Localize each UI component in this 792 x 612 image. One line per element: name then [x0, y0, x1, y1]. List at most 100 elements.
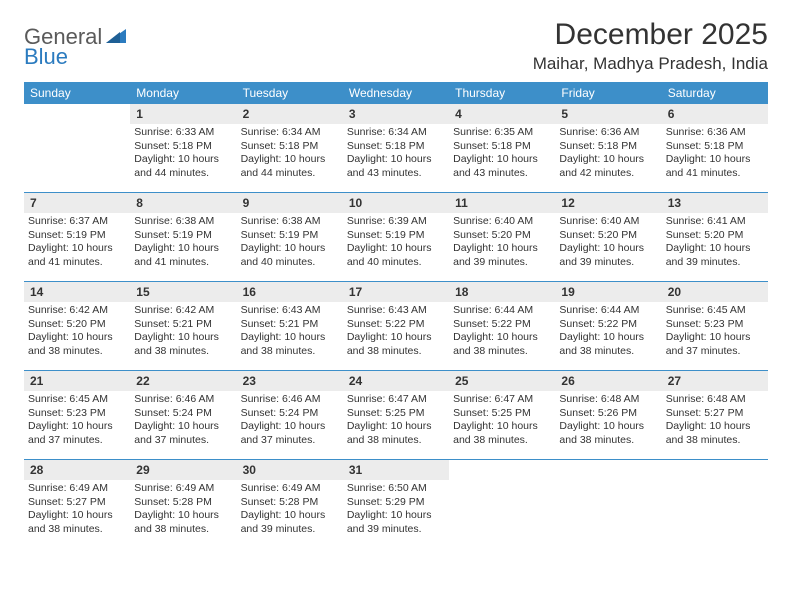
month-title: December 2025 — [533, 18, 768, 52]
info-line: and 38 minutes. — [134, 523, 232, 537]
info-line: and 37 minutes. — [28, 434, 126, 448]
day-info: Sunrise: 6:44 AMSunset: 5:22 PMDaylight:… — [555, 302, 661, 363]
info-line: and 38 minutes. — [453, 345, 551, 359]
info-line: Daylight: 10 hours — [347, 331, 445, 345]
info-line: and 38 minutes. — [559, 345, 657, 359]
info-line: Sunrise: 6:43 AM — [241, 304, 339, 318]
day-info: Sunrise: 6:46 AMSunset: 5:24 PMDaylight:… — [130, 391, 236, 452]
day-header-row: SundayMondayTuesdayWednesdayThursdayFrid… — [24, 82, 768, 104]
info-line: Sunset: 5:20 PM — [559, 229, 657, 243]
day-number: 5 — [555, 104, 661, 124]
info-line: Sunset: 5:22 PM — [559, 318, 657, 332]
day-number: 22 — [130, 371, 236, 391]
info-line: Daylight: 10 hours — [559, 420, 657, 434]
info-line: Sunrise: 6:40 AM — [559, 215, 657, 229]
info-line: Sunset: 5:20 PM — [666, 229, 764, 243]
day-cell: 27Sunrise: 6:48 AMSunset: 5:27 PMDayligh… — [662, 371, 768, 459]
day-cell: 30Sunrise: 6:49 AMSunset: 5:28 PMDayligh… — [237, 460, 343, 548]
day-info: Sunrise: 6:35 AMSunset: 5:18 PMDaylight:… — [449, 124, 555, 185]
info-line: and 44 minutes. — [241, 167, 339, 181]
info-line: Daylight: 10 hours — [241, 420, 339, 434]
day-number: 7 — [24, 193, 130, 213]
day-cell: 16Sunrise: 6:43 AMSunset: 5:21 PMDayligh… — [237, 282, 343, 370]
day-info: Sunrise: 6:50 AMSunset: 5:29 PMDaylight:… — [343, 480, 449, 541]
day-info: Sunrise: 6:48 AMSunset: 5:26 PMDaylight:… — [555, 391, 661, 452]
day-number: 16 — [237, 282, 343, 302]
title-block: December 2025 Maihar, Madhya Pradesh, In… — [533, 18, 768, 74]
logo-word2: Blue — [24, 44, 68, 70]
week-row: 14Sunrise: 6:42 AMSunset: 5:20 PMDayligh… — [24, 282, 768, 371]
day-number: 11 — [449, 193, 555, 213]
info-line: Sunrise: 6:49 AM — [134, 482, 232, 496]
info-line: Daylight: 10 hours — [241, 153, 339, 167]
day-cell — [555, 460, 661, 548]
info-line: Sunrise: 6:47 AM — [347, 393, 445, 407]
day-info: Sunrise: 6:49 AMSunset: 5:28 PMDaylight:… — [130, 480, 236, 541]
info-line: and 38 minutes. — [347, 434, 445, 448]
info-line: Sunrise: 6:34 AM — [241, 126, 339, 140]
day-cell: 9Sunrise: 6:38 AMSunset: 5:19 PMDaylight… — [237, 193, 343, 281]
location: Maihar, Madhya Pradesh, India — [533, 54, 768, 74]
info-line: Sunrise: 6:45 AM — [28, 393, 126, 407]
info-line: Sunset: 5:18 PM — [559, 140, 657, 154]
logo-triangle-icon — [106, 27, 126, 48]
info-line: Daylight: 10 hours — [241, 242, 339, 256]
info-line: Daylight: 10 hours — [559, 242, 657, 256]
day-number: 23 — [237, 371, 343, 391]
day-info: Sunrise: 6:45 AMSunset: 5:23 PMDaylight:… — [662, 302, 768, 363]
day-number: 4 — [449, 104, 555, 124]
day-cell: 12Sunrise: 6:40 AMSunset: 5:20 PMDayligh… — [555, 193, 661, 281]
info-line: Daylight: 10 hours — [453, 420, 551, 434]
day-cell — [449, 460, 555, 548]
info-line: Sunset: 5:18 PM — [453, 140, 551, 154]
day-info: Sunrise: 6:40 AMSunset: 5:20 PMDaylight:… — [555, 213, 661, 274]
day-header: Friday — [555, 82, 661, 104]
info-line: Sunset: 5:28 PM — [241, 496, 339, 510]
day-info: Sunrise: 6:47 AMSunset: 5:25 PMDaylight:… — [449, 391, 555, 452]
day-number: 18 — [449, 282, 555, 302]
day-info: Sunrise: 6:41 AMSunset: 5:20 PMDaylight:… — [662, 213, 768, 274]
info-line: Daylight: 10 hours — [134, 153, 232, 167]
info-line: Daylight: 10 hours — [28, 420, 126, 434]
info-line: Sunset: 5:23 PM — [28, 407, 126, 421]
info-line: Sunset: 5:24 PM — [134, 407, 232, 421]
info-line: and 41 minutes. — [28, 256, 126, 270]
day-number: 25 — [449, 371, 555, 391]
info-line: Sunset: 5:27 PM — [666, 407, 764, 421]
info-line: Daylight: 10 hours — [453, 153, 551, 167]
info-line: Sunset: 5:29 PM — [347, 496, 445, 510]
info-line: Sunset: 5:22 PM — [453, 318, 551, 332]
info-line: Sunset: 5:19 PM — [347, 229, 445, 243]
day-number: 9 — [237, 193, 343, 213]
info-line: Daylight: 10 hours — [559, 331, 657, 345]
info-line: Daylight: 10 hours — [347, 509, 445, 523]
day-info: Sunrise: 6:47 AMSunset: 5:25 PMDaylight:… — [343, 391, 449, 452]
info-line: Sunrise: 6:42 AM — [28, 304, 126, 318]
day-info: Sunrise: 6:36 AMSunset: 5:18 PMDaylight:… — [662, 124, 768, 185]
info-line: Sunrise: 6:36 AM — [666, 126, 764, 140]
day-header: Monday — [130, 82, 236, 104]
day-cell: 15Sunrise: 6:42 AMSunset: 5:21 PMDayligh… — [130, 282, 236, 370]
day-cell: 19Sunrise: 6:44 AMSunset: 5:22 PMDayligh… — [555, 282, 661, 370]
day-number: 17 — [343, 282, 449, 302]
day-info: Sunrise: 6:45 AMSunset: 5:23 PMDaylight:… — [24, 391, 130, 452]
day-header: Tuesday — [237, 82, 343, 104]
info-line: Daylight: 10 hours — [28, 331, 126, 345]
info-line: Sunrise: 6:38 AM — [134, 215, 232, 229]
info-line: Sunrise: 6:38 AM — [241, 215, 339, 229]
day-number: 19 — [555, 282, 661, 302]
info-line: and 39 minutes. — [666, 256, 764, 270]
info-line: and 39 minutes. — [347, 523, 445, 537]
day-cell: 5Sunrise: 6:36 AMSunset: 5:18 PMDaylight… — [555, 104, 661, 192]
day-cell: 18Sunrise: 6:44 AMSunset: 5:22 PMDayligh… — [449, 282, 555, 370]
day-cell: 6Sunrise: 6:36 AMSunset: 5:18 PMDaylight… — [662, 104, 768, 192]
info-line: and 37 minutes. — [666, 345, 764, 359]
day-info: Sunrise: 6:40 AMSunset: 5:20 PMDaylight:… — [449, 213, 555, 274]
day-number: 30 — [237, 460, 343, 480]
info-line: and 38 minutes. — [453, 434, 551, 448]
info-line: Sunset: 5:25 PM — [453, 407, 551, 421]
info-line: Daylight: 10 hours — [241, 509, 339, 523]
day-cell: 31Sunrise: 6:50 AMSunset: 5:29 PMDayligh… — [343, 460, 449, 548]
day-number: 15 — [130, 282, 236, 302]
day-number: 12 — [555, 193, 661, 213]
